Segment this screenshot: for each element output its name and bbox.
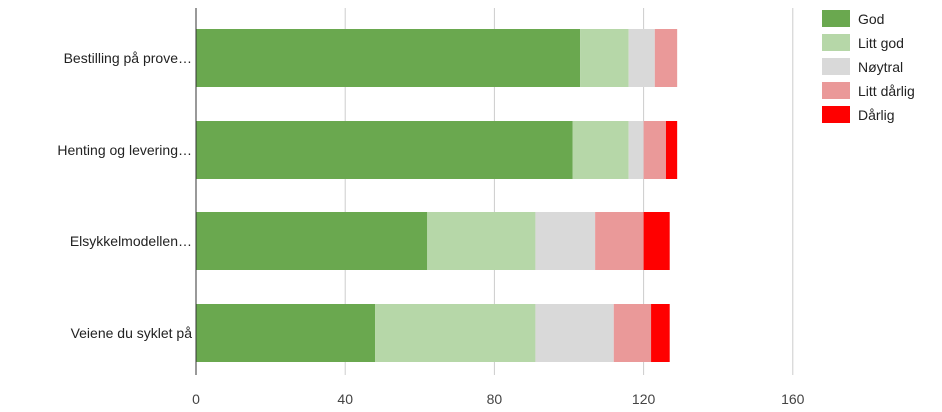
bar-segment xyxy=(196,29,581,87)
bar-segment xyxy=(572,121,629,179)
bar-segment xyxy=(595,212,644,270)
category-label: Veiene du syklet på xyxy=(71,325,193,341)
bars xyxy=(196,29,678,362)
category-labels: Bestilling på prove… Henting og levering…… xyxy=(57,50,192,341)
category-label: Elsykkelmodellen… xyxy=(70,233,192,249)
legend-swatch xyxy=(822,10,850,27)
x-tick-label: 120 xyxy=(632,391,656,407)
bar-segment xyxy=(535,212,596,270)
legend-label: God xyxy=(858,11,884,27)
legend: God Litt god Nøytral Litt dårlig Dårlig xyxy=(822,10,915,123)
legend-swatch xyxy=(822,58,850,75)
x-tick-label: 160 xyxy=(781,391,805,407)
legend-label: Nøytral xyxy=(858,59,903,75)
bar-segment xyxy=(643,212,670,270)
bar-segment xyxy=(196,304,376,362)
bar-segment xyxy=(580,29,629,87)
legend-label: Litt dårlig xyxy=(858,83,915,99)
bar-segment xyxy=(427,212,536,270)
bar-segment xyxy=(196,212,428,270)
x-tick-label: 0 xyxy=(192,391,200,407)
bar-segment xyxy=(643,121,666,179)
x-tick-labels: 0 40 80 120 160 xyxy=(192,391,805,407)
bar-segment xyxy=(535,304,614,362)
legend-swatch xyxy=(822,34,850,51)
x-tick-label: 80 xyxy=(487,391,503,407)
category-label: Henting og levering… xyxy=(57,142,192,158)
legend-swatch xyxy=(822,106,850,123)
category-label: Bestilling på prove… xyxy=(64,50,192,66)
bar-segment xyxy=(651,304,670,362)
bar-segment xyxy=(665,121,678,179)
bar-segment xyxy=(375,304,536,362)
bar-segment xyxy=(628,29,655,87)
legend-label: Dårlig xyxy=(858,107,895,123)
x-tick-label: 40 xyxy=(337,391,353,407)
legend-swatch xyxy=(822,82,850,99)
bar-segment xyxy=(613,304,652,362)
legend-label: Litt god xyxy=(858,35,904,51)
bar-segment xyxy=(196,121,573,179)
bar-segment xyxy=(628,121,644,179)
bar-segment xyxy=(654,29,678,87)
